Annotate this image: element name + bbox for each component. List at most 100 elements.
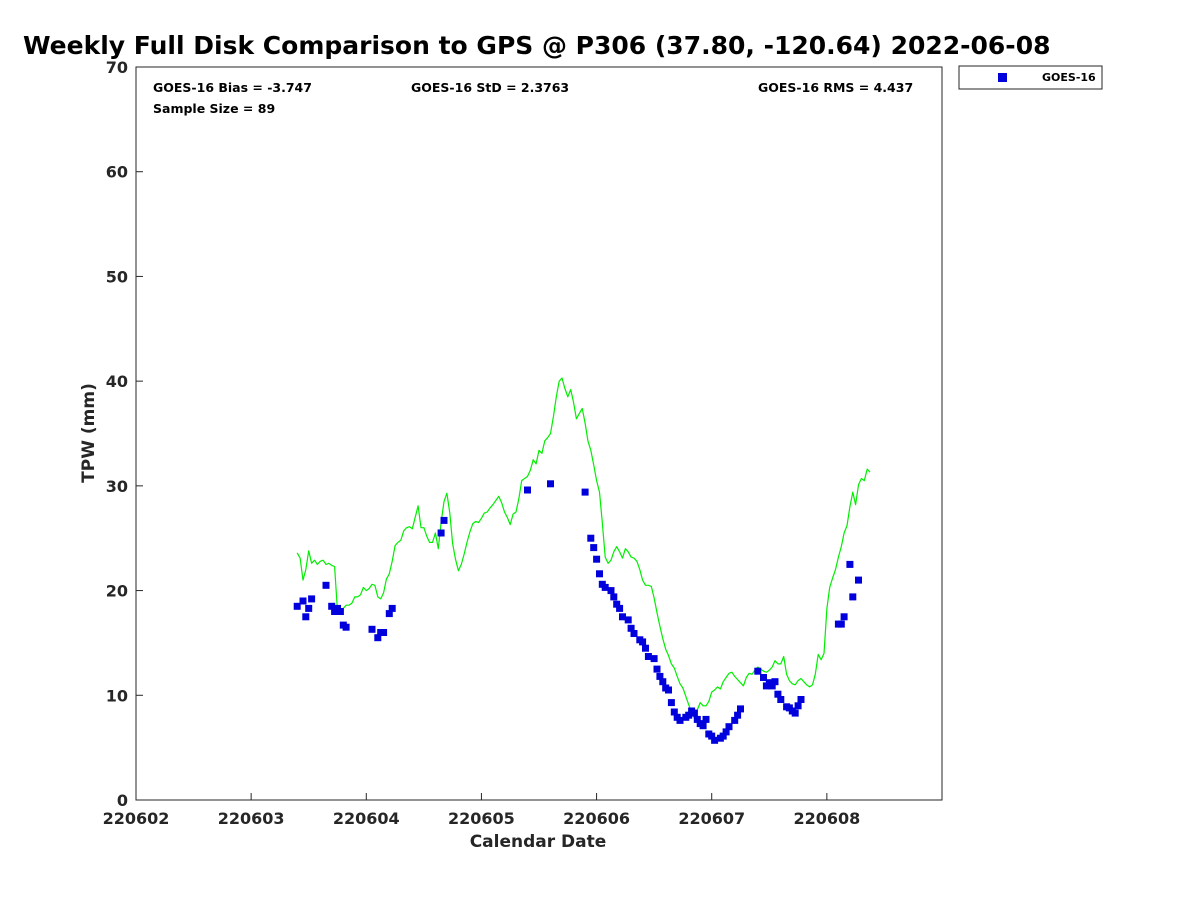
goes16-point bbox=[754, 667, 762, 675]
x-tick-label: 220608 bbox=[793, 809, 860, 828]
gps-line bbox=[296, 377, 871, 719]
goes16-point bbox=[328, 602, 336, 610]
goes16-point bbox=[581, 488, 589, 496]
plot-area bbox=[135, 66, 943, 801]
goes16-point bbox=[336, 608, 344, 615]
goes16-point bbox=[734, 711, 742, 719]
y-axis-label: TPW (mm) bbox=[79, 383, 99, 483]
goes16-point bbox=[791, 709, 799, 717]
goes16-point bbox=[719, 732, 727, 740]
std-stat: GOES-16 StD = 2.3763 bbox=[411, 80, 569, 95]
goes16-point bbox=[374, 634, 382, 642]
goes16-point bbox=[437, 529, 445, 537]
y-tick-label: 20 bbox=[106, 582, 128, 601]
goes16-point bbox=[308, 595, 316, 603]
goes16-point bbox=[547, 480, 554, 488]
goes16-point bbox=[722, 728, 730, 736]
goes16-point bbox=[630, 630, 638, 637]
goes16-point bbox=[737, 705, 744, 713]
goes16-point bbox=[840, 613, 848, 621]
x-tick-label: 220603 bbox=[218, 809, 285, 828]
goes16-point bbox=[653, 665, 661, 673]
goes16-point bbox=[837, 620, 845, 628]
goes16-point bbox=[693, 715, 701, 723]
goes16-point bbox=[725, 723, 733, 731]
goes16-point bbox=[524, 486, 531, 494]
goes16-point bbox=[777, 696, 785, 703]
goes16-point bbox=[855, 576, 862, 584]
goes16-point bbox=[593, 555, 601, 563]
goes16-point bbox=[299, 597, 307, 605]
y-tick-label: 60 bbox=[106, 163, 128, 182]
goes16-point bbox=[342, 623, 350, 631]
y-tick-label: 10 bbox=[106, 686, 128, 705]
goes16-point bbox=[676, 716, 684, 724]
goes16-point bbox=[440, 516, 448, 524]
bias-stat: GOES-16 Bias = -3.747 bbox=[153, 80, 312, 95]
goes16-point bbox=[607, 587, 615, 595]
x-tick-label: 220604 bbox=[333, 809, 400, 828]
y-tick-label: 40 bbox=[106, 372, 128, 391]
goes16-point bbox=[768, 682, 776, 690]
goes16-point bbox=[302, 613, 310, 621]
rms-stat: GOES-16 RMS = 4.437 bbox=[758, 80, 913, 95]
y-tick-label: 30 bbox=[106, 477, 128, 496]
goes16-point bbox=[644, 653, 652, 660]
legend-marker bbox=[998, 73, 1007, 82]
x-tick-label: 220607 bbox=[678, 809, 745, 828]
legend-label-goes16: GOES-16 bbox=[1042, 71, 1096, 84]
goes16-point bbox=[368, 625, 376, 633]
sample-size-stat: Sample Size = 89 bbox=[153, 101, 275, 116]
goes16-point bbox=[305, 604, 313, 612]
goes16-point bbox=[388, 604, 396, 612]
goes16-point bbox=[774, 690, 782, 698]
x-tick-label: 220606 bbox=[563, 809, 630, 828]
goes16-point bbox=[659, 678, 667, 686]
goes16-point bbox=[731, 716, 739, 724]
goes16-point bbox=[601, 583, 609, 591]
goes16-point bbox=[794, 702, 802, 710]
goes16-point bbox=[587, 534, 595, 542]
goes16-point bbox=[667, 699, 675, 707]
goes16-point bbox=[656, 672, 664, 680]
gps-series-layer bbox=[296, 377, 871, 719]
goes16-point bbox=[624, 616, 632, 624]
goes16-point bbox=[627, 624, 635, 632]
goes-series-layer bbox=[293, 480, 862, 744]
x-tick-label: 220602 bbox=[103, 809, 170, 828]
goes16-point bbox=[711, 736, 719, 744]
goes16-point bbox=[846, 560, 854, 568]
goes16-point bbox=[760, 674, 767, 681]
goes16-point bbox=[849, 593, 857, 601]
axis-ticks: 0 10 20 30 40 50 60 70 220602 220603 220604 220605 2… bbox=[103, 58, 861, 828]
goes16-point bbox=[613, 600, 621, 608]
goes16-point bbox=[596, 570, 603, 578]
goes16-point bbox=[771, 678, 779, 686]
chart-title: Weekly Full Disk Comparison to GPS @ P30… bbox=[23, 31, 1050, 60]
goes16-point bbox=[797, 696, 805, 703]
x-axis-label: Calendar Date bbox=[470, 832, 607, 852]
legend: GOES-16 bbox=[958, 65, 1103, 90]
goes16-point bbox=[616, 604, 624, 612]
goes16-point bbox=[385, 610, 393, 618]
goes16-point bbox=[650, 655, 658, 663]
goes16-point bbox=[690, 709, 698, 717]
goes16-point bbox=[322, 581, 330, 589]
y-tick-label: 0 bbox=[117, 791, 128, 810]
goes16-point bbox=[619, 613, 626, 621]
goes16-point bbox=[293, 602, 301, 610]
goes16-point bbox=[639, 638, 647, 646]
goes16-point bbox=[665, 686, 672, 694]
goes16-point bbox=[702, 715, 710, 723]
goes16-point bbox=[685, 711, 693, 719]
y-tick-label: 50 bbox=[106, 267, 128, 286]
goes16-point bbox=[699, 722, 707, 730]
legend-box bbox=[958, 65, 1103, 90]
goes16-point bbox=[642, 644, 649, 652]
x-tick-label: 220605 bbox=[448, 809, 515, 828]
y-tick-label: 70 bbox=[106, 58, 128, 77]
goes16-point bbox=[708, 732, 716, 740]
goes16-point bbox=[610, 593, 618, 601]
goes16-point bbox=[590, 544, 598, 552]
